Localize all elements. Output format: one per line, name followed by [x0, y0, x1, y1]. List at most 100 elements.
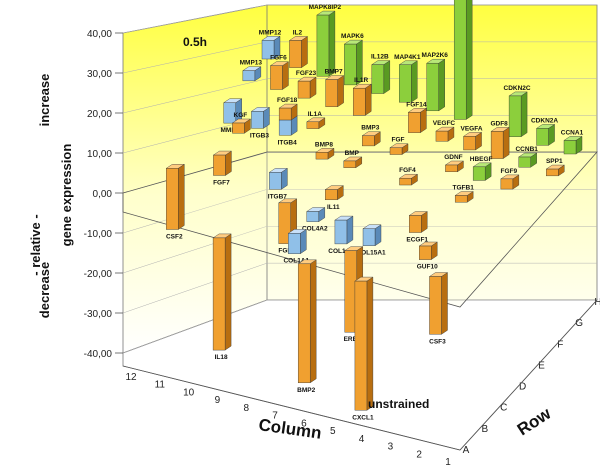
column-tick-label: 1	[445, 457, 451, 468]
bar-front	[232, 122, 245, 134]
grid-line-side	[122, 226, 268, 274]
bar-tgfb1: TGFB1	[453, 184, 474, 203]
gene-label: CSF3	[429, 338, 446, 345]
bar-front	[297, 80, 311, 99]
bar-side	[224, 233, 232, 351]
bar-side	[366, 276, 374, 411]
row-tick-label: G	[575, 318, 583, 329]
bar-csf3: CSF3	[428, 272, 449, 345]
bar-front	[536, 128, 549, 146]
z-label-increase: increase	[37, 74, 52, 127]
grid-line-side	[122, 189, 268, 234]
bar-front	[409, 215, 422, 233]
gene-label: MAP4K1	[394, 54, 421, 61]
bar-side	[346, 215, 354, 245]
bar-front	[306, 121, 320, 129]
bar-col14a1: COL14A1	[328, 215, 358, 255]
gene-label: MAPK8IP2	[309, 4, 342, 11]
gene-label: COL4A2	[302, 226, 328, 233]
bar-fgf23: FGF23	[296, 70, 317, 99]
bar-il1r: IL1R	[352, 77, 372, 116]
bar-mmp13: MMP13	[240, 60, 263, 82]
row-tick-label: C	[500, 403, 507, 414]
gene-label: FGF23	[296, 70, 317, 77]
row-tick-label: A	[463, 445, 470, 456]
bar-front	[325, 79, 338, 107]
gene-label: BMP	[345, 150, 360, 157]
gene-label: MMP13	[240, 60, 263, 67]
z-tick-label: 20,00	[87, 109, 112, 120]
gene-label: FGF14	[406, 101, 427, 108]
bar-side	[282, 61, 289, 90]
gene-label: COL15A1	[356, 250, 386, 257]
bar-front	[362, 228, 376, 246]
bar-front	[325, 189, 338, 201]
bar-front	[453, 0, 467, 120]
bar-fgf9: FGF9	[500, 168, 520, 190]
row-tick-label: H	[594, 297, 600, 308]
gene-label: FGF2	[278, 248, 295, 255]
gene-label: KGF	[234, 112, 248, 119]
z-tick-label: 0,00	[93, 189, 113, 200]
bar-mapk8ip2: MAPK8IP2	[309, 4, 342, 77]
grid-line-side	[122, 4, 268, 34]
gene-label: CDKN2A	[531, 117, 558, 124]
bar-side	[301, 36, 308, 69]
y-axis-title: Row	[514, 403, 555, 439]
gene-label: IL11	[327, 204, 340, 211]
bar-front	[289, 40, 302, 68]
bar-front	[306, 211, 320, 222]
zero-plane	[122, 151, 598, 308]
bar-side	[438, 58, 445, 112]
bar-front	[343, 160, 356, 168]
bar-front	[362, 135, 375, 147]
row-tick-label: B	[482, 424, 489, 435]
bar-front	[297, 263, 311, 384]
annotation-label: 0.5h	[183, 35, 207, 49]
bar-side	[502, 127, 510, 159]
bar-fos: FOS	[453, 0, 473, 120]
bar-map2k6: MAP2K6	[422, 52, 448, 112]
bar-front	[508, 95, 522, 137]
row-tick-label: F	[557, 339, 563, 350]
gene-label: FGF7	[213, 179, 230, 186]
bar-front	[563, 140, 577, 155]
grid-lines	[122, 4, 597, 354]
bar-front	[429, 276, 442, 335]
column-tick-label: 9	[215, 395, 221, 406]
gene-label: IL18	[215, 354, 228, 361]
column-tick-label: 12	[125, 372, 137, 383]
bar-side	[441, 272, 448, 335]
gene-label: CSF2	[166, 233, 183, 240]
gene-label: COL14A1	[328, 248, 358, 255]
gene-label: GDF8	[490, 120, 508, 127]
bar-col15a1: COL15A1	[356, 224, 386, 257]
bar-front	[212, 237, 226, 351]
column-tick-label: 8	[243, 403, 249, 414]
bar-fgf14: FGF14	[406, 101, 428, 134]
bar-fgf: FGF	[389, 137, 409, 155]
column-tick-label: 2	[416, 449, 422, 460]
bar-front	[419, 245, 432, 260]
bar-side	[300, 228, 307, 255]
row-axis-line	[459, 299, 598, 451]
bar-front	[354, 280, 368, 411]
bar-gdnf: GDNF	[444, 154, 465, 173]
bar-side	[225, 150, 232, 176]
bar-side	[420, 107, 427, 134]
gene-label: FGF9	[501, 168, 518, 175]
gene-label: BMP7	[325, 69, 343, 76]
gene-label: FGF	[392, 137, 405, 144]
bar-front	[389, 147, 403, 155]
bar-side	[309, 259, 317, 384]
bar-ccna1: CCNA1	[561, 129, 584, 155]
bar-front	[344, 43, 357, 86]
bar-side	[328, 10, 336, 77]
gene-label: IL2	[293, 29, 303, 36]
bar-front	[371, 64, 385, 94]
gene-label: HBEGF	[470, 156, 493, 163]
gene-label: CDKN2C	[504, 85, 531, 92]
